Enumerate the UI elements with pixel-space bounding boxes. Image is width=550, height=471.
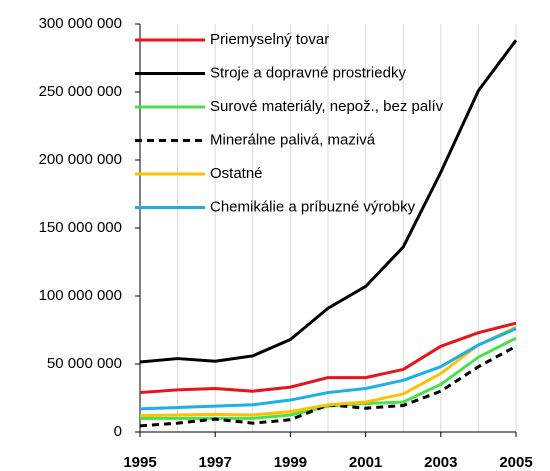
y-tick-label: 150 000 000 bbox=[39, 219, 122, 236]
y-tick-label: 300 000 000 bbox=[39, 15, 122, 32]
y-tick-label: 200 000 000 bbox=[39, 151, 122, 168]
legend-label: Surové materiály, nepož., bez palív bbox=[210, 98, 444, 115]
y-tick-label: 250 000 000 bbox=[39, 83, 122, 100]
legend-label: Priemyselný tovar bbox=[210, 31, 329, 48]
y-tick-label: 0 bbox=[114, 423, 122, 440]
series-line bbox=[139, 321, 517, 395]
x-tick-label: 2005 bbox=[499, 454, 532, 471]
x-tick-label: 1999 bbox=[274, 454, 307, 471]
series-line bbox=[139, 327, 517, 411]
legend-label: Minerálne palivá, mazivá bbox=[210, 131, 376, 148]
y-tick-label: 50 000 000 bbox=[47, 355, 122, 372]
legend-label: Chemikálie a príbuzné výrobky bbox=[210, 198, 416, 215]
x-tick-label: 1995 bbox=[123, 454, 156, 471]
x-tick-label: 1997 bbox=[199, 454, 232, 471]
legend-label: Stroje a dopravné prostriedky bbox=[210, 64, 406, 81]
legend-label: Ostatné bbox=[210, 165, 263, 182]
x-tick-label: 2003 bbox=[424, 454, 457, 471]
y-tick-label: 100 000 000 bbox=[39, 287, 122, 304]
series-line bbox=[139, 345, 517, 428]
series-line bbox=[139, 39, 518, 364]
series-line bbox=[139, 325, 517, 418]
x-tick-label: 2001 bbox=[349, 454, 382, 471]
